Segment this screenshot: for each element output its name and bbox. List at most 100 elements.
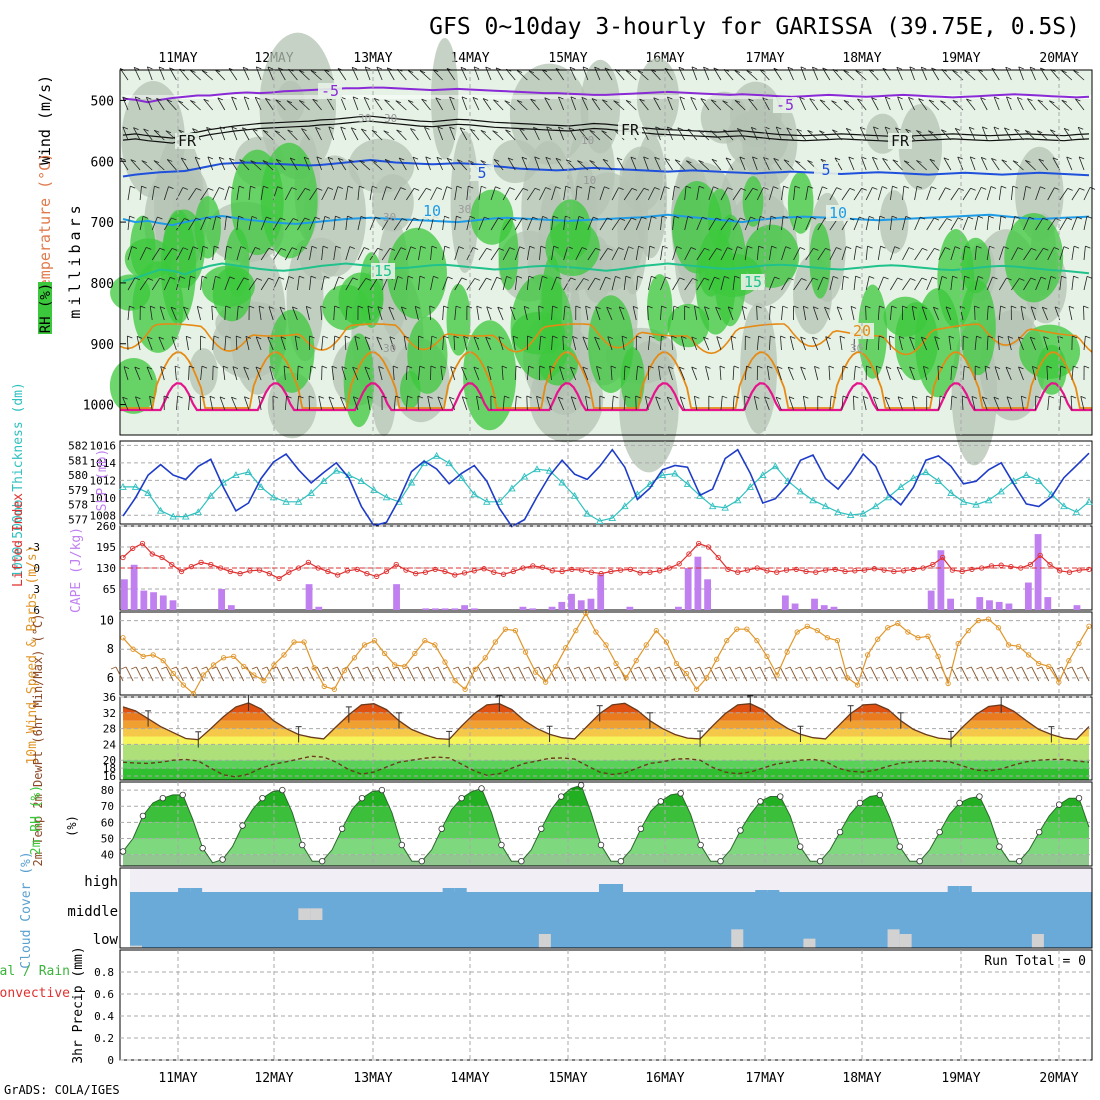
wind-barb xyxy=(555,158,564,171)
wind-barb xyxy=(432,69,443,81)
ylabel-thickness: 1000-500mb Thickness (dm) xyxy=(11,382,26,578)
wind-barb-10m-flag xyxy=(503,666,509,670)
wind-barb-10m-flag xyxy=(935,666,942,670)
wind-barb xyxy=(902,247,910,261)
wind-barb xyxy=(526,366,530,381)
wind-barb xyxy=(405,276,409,291)
wind-barb xyxy=(1071,216,1078,231)
rh-green-region xyxy=(744,224,800,288)
thickness-marker xyxy=(131,483,140,490)
wind-barb xyxy=(236,186,240,201)
wind-speed-marker xyxy=(804,623,810,629)
wind-barb xyxy=(889,216,893,231)
wind-barb xyxy=(275,159,286,171)
wind-barb xyxy=(369,248,379,261)
wind-barb-flag xyxy=(372,185,378,189)
wind-barb xyxy=(364,366,371,381)
wind-barb-flag xyxy=(567,246,573,249)
wind-barb xyxy=(389,336,395,351)
wind-barb-flag xyxy=(604,186,610,190)
wind-barb xyxy=(166,99,177,111)
wind-barb-10m xyxy=(970,666,979,682)
wind-barb-flag xyxy=(231,396,237,400)
wind-speed-marker xyxy=(472,666,478,672)
wind-barb-flag xyxy=(361,128,367,132)
wind-barb xyxy=(123,366,129,381)
wind-barb-flag xyxy=(1040,276,1047,280)
thickness-marker xyxy=(972,500,980,508)
isotherm-label-bg xyxy=(470,165,494,181)
pressure-axis-label: millibars xyxy=(66,201,84,318)
wind-barb xyxy=(678,67,686,81)
wind-barb-10m xyxy=(598,666,607,682)
wind-barb-10m-flag xyxy=(915,666,922,670)
wind-barb-flag xyxy=(884,396,891,400)
wind-speed-marker xyxy=(563,645,569,651)
rh-grey-region xyxy=(509,63,589,165)
wind-barb-10m xyxy=(377,666,386,682)
wind-barb-10m-flag xyxy=(231,666,237,670)
cape-bar xyxy=(305,584,313,610)
wind-barb-flag xyxy=(1043,336,1049,339)
wind-barb xyxy=(941,129,952,141)
wind-speed-marker xyxy=(724,637,730,644)
wind-barb-flag xyxy=(711,99,717,103)
wind-barb-flag xyxy=(231,126,237,130)
wind-barb-flag xyxy=(822,186,828,190)
wind-barb-10m xyxy=(357,666,365,682)
wind-barb xyxy=(1023,248,1032,261)
wind-barb-flag xyxy=(522,217,528,221)
thickness-marker xyxy=(984,496,993,504)
wind-barb xyxy=(563,216,566,231)
wind-speed-marker xyxy=(965,627,971,634)
cape-bar xyxy=(1034,534,1042,610)
wind-barb-flag xyxy=(909,66,915,70)
wind-barb xyxy=(352,366,359,381)
wind-barb-flag xyxy=(727,247,733,250)
wind-barb xyxy=(122,126,129,141)
wind-speed-marker xyxy=(1086,623,1092,629)
lifted-index-marker xyxy=(471,568,477,574)
wind-barb xyxy=(405,365,408,381)
wind-barb xyxy=(672,277,680,291)
temp-tick-18: 18 xyxy=(103,762,116,775)
wind-barb-10m-flag xyxy=(654,666,660,670)
wind-barb xyxy=(457,159,468,171)
wind-barb xyxy=(787,366,794,381)
wind-barb-10m xyxy=(196,666,204,682)
wind-barb-flag xyxy=(400,187,406,190)
wind-speed-marker xyxy=(422,637,428,644)
wind-barb xyxy=(623,366,626,381)
wind-barb-flag xyxy=(524,305,530,309)
wind-barb-flag xyxy=(265,98,271,101)
wind-speed-marker xyxy=(402,663,408,670)
wind-barb xyxy=(381,186,387,201)
wind-barb xyxy=(275,99,286,111)
cape-tick-130: 130 xyxy=(96,562,116,575)
thickness-marker xyxy=(1072,508,1081,516)
wind-barb xyxy=(280,336,286,351)
wind-barb-10m-flag xyxy=(815,666,821,670)
top-date-19MAY: 19MAY xyxy=(941,51,980,66)
wind-barb xyxy=(176,247,184,261)
wind-barb xyxy=(120,157,129,171)
wind-barb-flag xyxy=(545,156,551,160)
wind-barb xyxy=(839,336,843,351)
wind-barb-flag xyxy=(482,98,489,101)
wind-barb-10m xyxy=(658,666,667,682)
wind-barb-flag xyxy=(912,395,918,399)
wind-barb xyxy=(212,336,215,351)
wind-barb xyxy=(482,98,492,111)
wind-barb-flag xyxy=(238,305,244,309)
wind-barb-flag xyxy=(262,129,269,133)
wind-barb xyxy=(691,66,698,81)
wind-barb xyxy=(501,366,504,381)
wind-barb xyxy=(188,365,190,381)
wind-barb-flag xyxy=(667,96,673,100)
wind-barb-flag xyxy=(546,126,552,130)
cloud-row-high: high xyxy=(84,874,118,890)
rh-grey-region xyxy=(492,139,539,184)
wind-barb-flag xyxy=(564,305,571,309)
wind-barb xyxy=(424,127,431,141)
wind-barb-flag xyxy=(1005,66,1011,70)
